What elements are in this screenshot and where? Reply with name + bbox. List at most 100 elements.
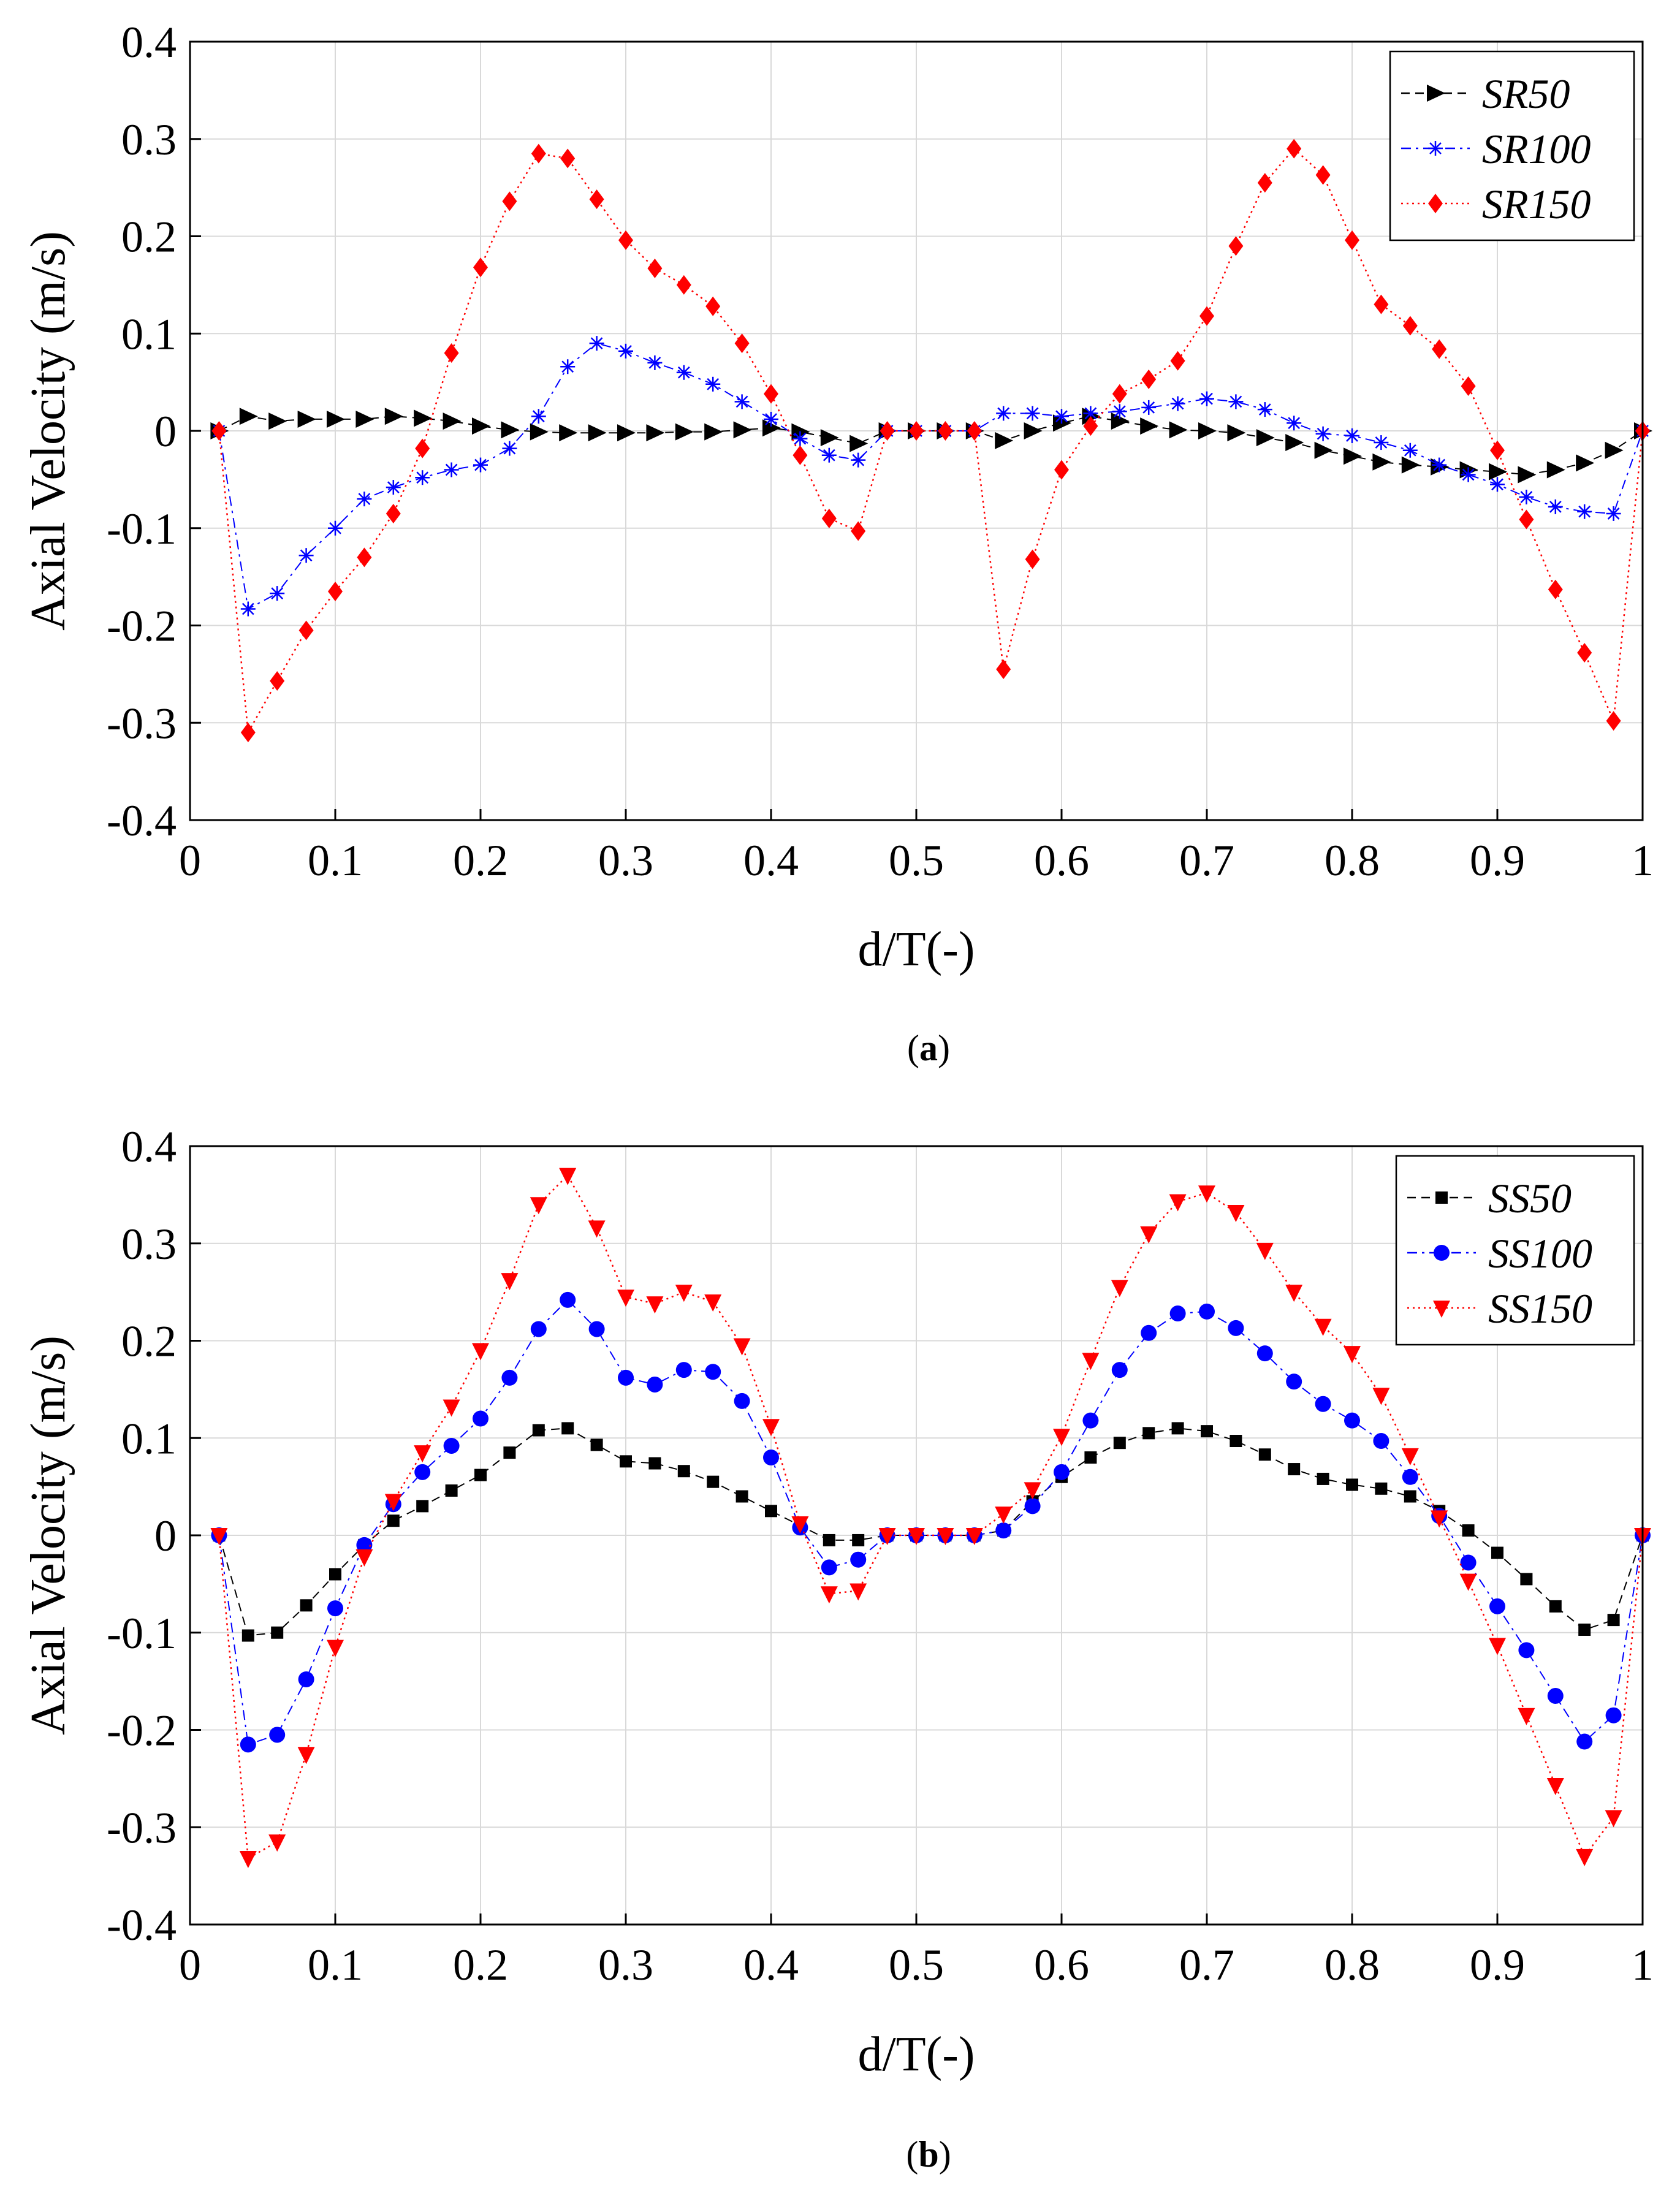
legend: SS50 SS100 SS150: [1395, 1155, 1635, 1346]
plot-series: [210, 139, 1652, 743]
data-point: [763, 1450, 779, 1465]
data-point: [707, 1475, 720, 1488]
data-point: [852, 1533, 865, 1546]
data-point: [1490, 440, 1505, 460]
data-point: [880, 421, 895, 441]
data-point: [1082, 1353, 1100, 1370]
data-point: [1287, 139, 1302, 159]
y-tick-label: 0: [154, 1511, 177, 1560]
data-point: [297, 1747, 315, 1765]
x-tick-label: 0.9: [1470, 1940, 1525, 1989]
data-point: [791, 1516, 809, 1533]
data-point: [1317, 1472, 1329, 1485]
legend-entry: SR100: [1401, 126, 1591, 172]
data-point: [850, 435, 869, 452]
data-point: [501, 1273, 519, 1291]
legend-label: SR50: [1482, 70, 1570, 117]
data-point: [908, 1528, 925, 1545]
data-point: [762, 1419, 780, 1437]
y-tick-label: -0.1: [107, 1609, 177, 1658]
data-point: [355, 1549, 373, 1567]
data-point: [1315, 426, 1331, 441]
x-tick-label: 0.4: [743, 1940, 799, 1989]
data-point: [646, 424, 665, 442]
data-point: [445, 1484, 458, 1497]
data-point: [1169, 1194, 1187, 1212]
y-tick-label: -0.3: [107, 1803, 177, 1852]
data-point: [1201, 1425, 1213, 1438]
data-point: [820, 429, 839, 447]
data-point: [1082, 1412, 1099, 1429]
legend-marker: [1427, 85, 1445, 102]
data-point: [1199, 306, 1214, 326]
data-point: [1519, 489, 1534, 504]
data-point: [473, 1410, 488, 1427]
data-point: [1404, 1490, 1416, 1503]
series-SR150: [211, 139, 1650, 743]
data-point: [851, 521, 866, 541]
plot-series: [210, 1168, 1651, 1869]
data-point: [967, 421, 982, 441]
data-point: [1518, 466, 1537, 484]
data-point: [1024, 1498, 1041, 1514]
legend-marker: [1434, 1245, 1450, 1261]
data-point: [357, 492, 372, 507]
data-point: [821, 508, 837, 528]
data-point: [1054, 1464, 1070, 1480]
data-point: [327, 410, 345, 428]
data-point: [1054, 409, 1069, 424]
data-point: [1053, 1429, 1070, 1446]
data-point: [878, 1528, 896, 1545]
data-point: [735, 1490, 748, 1503]
data-point: [1606, 506, 1621, 521]
y-tick-label: -0.4: [107, 796, 177, 845]
data-point: [705, 376, 721, 392]
data-point: [270, 671, 285, 691]
data-point: [1256, 1345, 1273, 1362]
data-point: [1227, 1204, 1245, 1222]
legend-box: [1389, 50, 1635, 241]
data-point: [473, 257, 488, 278]
data-point: [1489, 1638, 1506, 1655]
data-point: [733, 1338, 751, 1356]
data-point: [1576, 1849, 1594, 1866]
data-point: [1111, 412, 1130, 430]
x-tick-labels: 0 0.1 0.2 0.3 0.4 0.5 0.6 0.7 0.8 0.9 1: [179, 1940, 1654, 1989]
y-tick-label: -0.4: [107, 1901, 177, 1950]
data-point: [1314, 441, 1333, 459]
data-point: [473, 457, 488, 473]
data-point: [560, 359, 576, 374]
data-point: [676, 275, 691, 295]
data-point: [1285, 434, 1304, 452]
data-point: [239, 1851, 257, 1869]
data-point: [1230, 1435, 1242, 1448]
y-tick-label: 0.2: [121, 213, 177, 262]
data-point: [297, 410, 316, 428]
x-tick-label: 0.8: [1325, 836, 1380, 885]
data-point: [1084, 1451, 1097, 1464]
data-point: [416, 1500, 429, 1513]
data-point: [705, 296, 721, 316]
data-point: [647, 355, 663, 370]
data-point: [618, 230, 633, 250]
data-point: [996, 406, 1011, 421]
x-tick-label: 0.4: [743, 836, 799, 885]
data-point: [240, 1736, 256, 1753]
data-point: [734, 333, 750, 354]
data-point: [384, 408, 403, 425]
data-point: [300, 1599, 313, 1612]
chart-panel-b: -0.4 -0.3 -0.2 -0.1 0 0.1 0.2 0.3 0.4 0 0.1 0.2 0.3…: [21, 1122, 1654, 2175]
data-point: [1372, 453, 1391, 471]
data-point: [675, 1362, 692, 1378]
data-point: [1111, 1362, 1128, 1378]
data-point: [705, 1364, 721, 1380]
data-point: [530, 1321, 547, 1337]
data-point: [1520, 1573, 1533, 1586]
data-point: [1605, 1707, 1622, 1723]
data-point: [1491, 1546, 1503, 1559]
data-point: [327, 1640, 344, 1657]
data-point: [1024, 422, 1043, 439]
x-tick-label: 0.1: [308, 836, 363, 885]
data-point: [821, 447, 837, 463]
